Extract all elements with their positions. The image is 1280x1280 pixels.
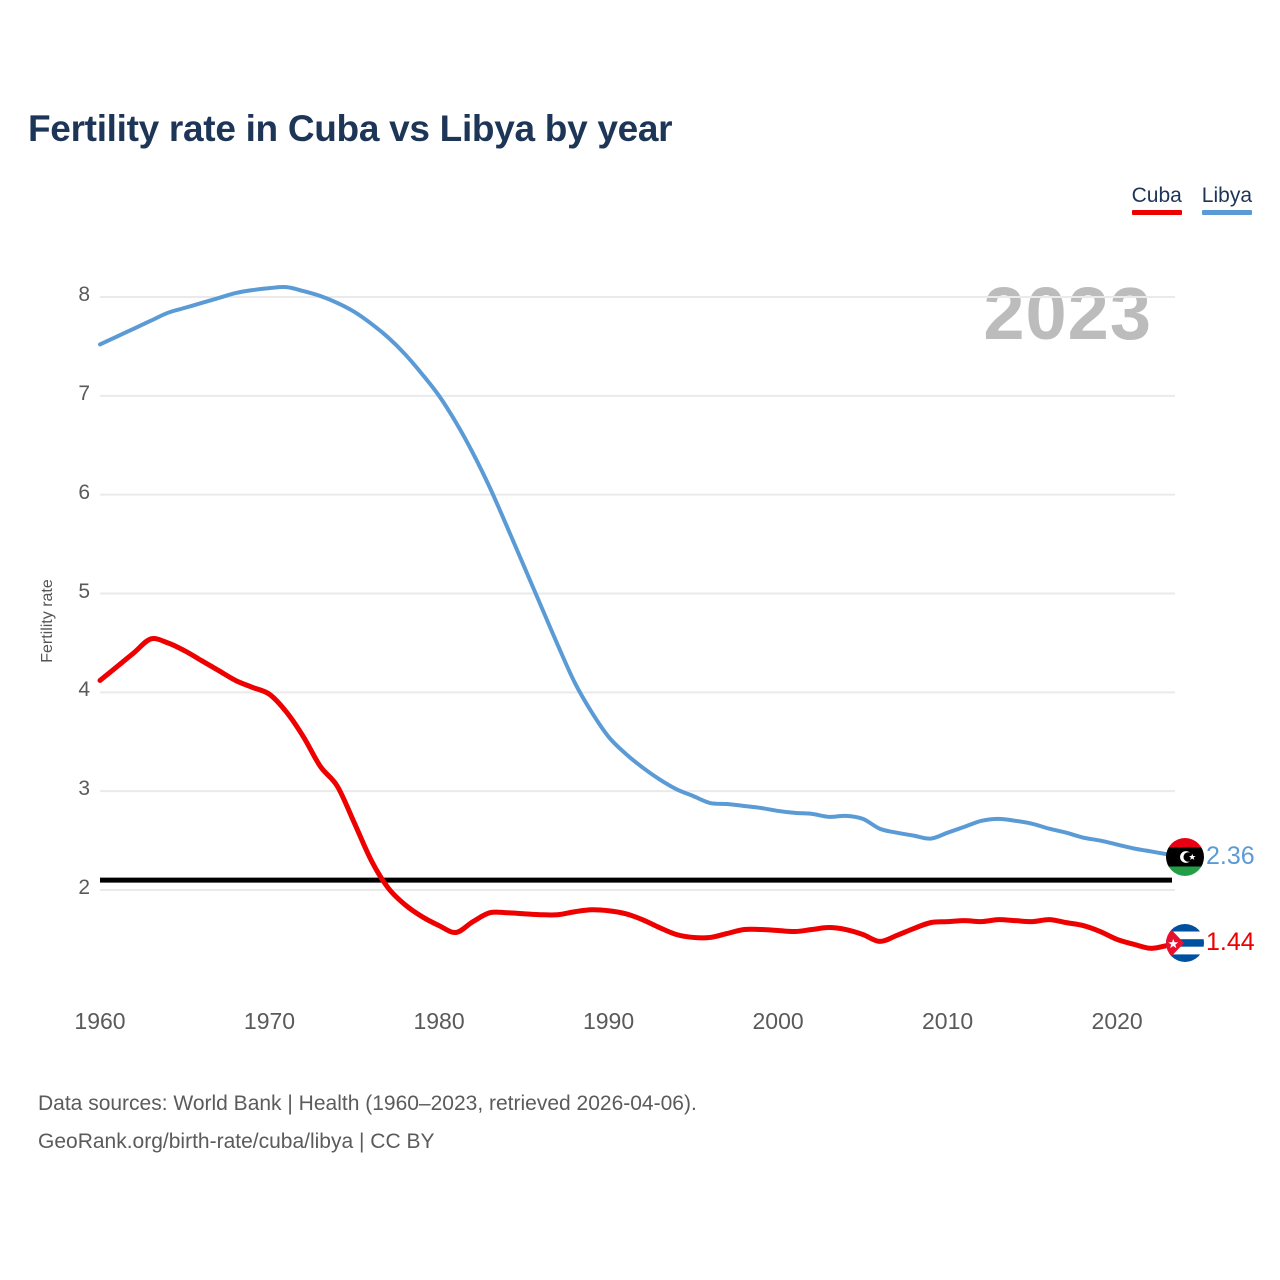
y-tick-label: 8 <box>78 283 90 306</box>
legend-color-swatch-cuba <box>1131 210 1182 215</box>
footer-line-2: GeoRank.org/birth-rate/cuba/libya | CC B… <box>38 1130 435 1153</box>
page-title: Fertility rate in Cuba vs Libya by year <box>28 108 673 149</box>
legend-item-cuba[interactable]: Cuba <box>1131 183 1182 215</box>
cuba-end-value: 1.44 <box>1206 928 1255 956</box>
gridlines <box>100 296 1175 891</box>
x-tick-label: 1980 <box>413 1008 465 1034</box>
x-tick-label: 1990 <box>582 1008 635 1034</box>
y-tick-label: 7 <box>78 381 90 405</box>
chart-legend: Cuba Libya <box>1131 183 1252 215</box>
series-line-libya <box>98 284 1170 857</box>
legend-color-swatch-libya <box>1201 210 1252 215</box>
footer-source-note: Data sources: World Bank | Health (1960–… <box>38 1085 697 1161</box>
y-tick-label: 6 <box>78 480 90 504</box>
libya-end-value: 2.36 <box>1206 842 1255 870</box>
y-tick-label: 3 <box>78 777 90 801</box>
y-tick-label: 2 <box>78 876 90 899</box>
series-line-cuba <box>97 636 1171 951</box>
x-tick-label: 1960 <box>74 1008 126 1034</box>
y-tick-label: 5 <box>78 579 90 603</box>
y-tick-label: 4 <box>78 678 90 702</box>
x-tick-label: 2000 <box>752 1008 804 1034</box>
x-tick-label: 2010 <box>922 1008 974 1034</box>
footer-line-1: Data sources: World Bank | Health (1960–… <box>38 1092 697 1115</box>
legend-item-libya[interactable]: Libya <box>1201 183 1252 215</box>
x-tick-label: 1970 <box>243 1008 296 1034</box>
libya-flag-icon <box>1166 838 1204 876</box>
legend-label-cuba: Cuba <box>1131 184 1182 207</box>
series-lines <box>97 284 1171 951</box>
cuba-flag-icon <box>1166 924 1204 962</box>
legend-label-libya: Libya <box>1201 184 1252 207</box>
x-tick-label: 2020 <box>1091 1008 1143 1034</box>
year-watermark: 2023 <box>983 272 1152 355</box>
